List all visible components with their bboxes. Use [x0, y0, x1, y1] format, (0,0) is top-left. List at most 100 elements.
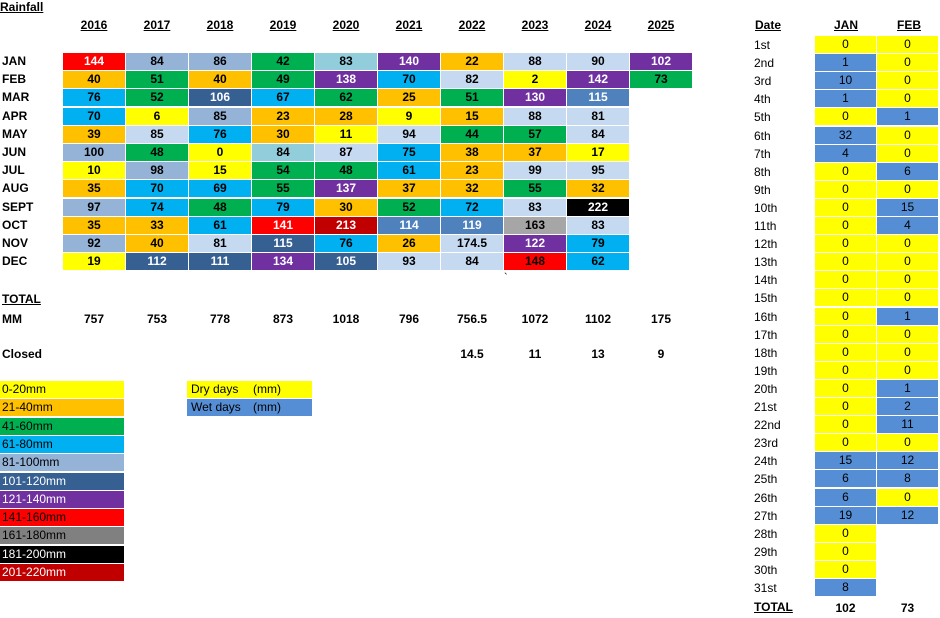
- rainfall-cell: 122: [504, 235, 566, 252]
- day-label: 19th: [754, 363, 778, 378]
- day-label: 20th: [754, 381, 778, 396]
- legend-item: 101-120mm: [0, 472, 124, 490]
- feb-day-value: 12: [877, 506, 938, 524]
- rainfall-cell: 119: [441, 216, 503, 234]
- feb-day-value: 0: [877, 253, 938, 271]
- jan-day-value: 0: [815, 307, 876, 325]
- closed-label: Closed: [2, 347, 43, 361]
- rainfall-cell: 37: [378, 180, 440, 198]
- jan-day-value: 10: [815, 72, 876, 90]
- rainfall-cell: 39: [63, 125, 125, 143]
- month-label: APR: [2, 108, 28, 123]
- rainfall-cell: 42: [252, 53, 314, 70]
- rainfall-cell: 57: [504, 125, 566, 143]
- rainfall-cell: 67: [252, 89, 314, 107]
- rainfall-cell: 130: [504, 89, 566, 107]
- legend-item: 81-100mm: [0, 454, 124, 472]
- day-label: 15th: [754, 291, 778, 306]
- date-header: Date: [755, 18, 782, 32]
- month-label: JAN: [2, 54, 27, 68]
- rainfall-cell: 106: [189, 89, 251, 107]
- feb-day-value: 15: [877, 198, 938, 216]
- rainfall-cell: 144: [63, 53, 125, 70]
- rainfall-cell: 40: [63, 71, 125, 89]
- legend-day-unit: (mm): [253, 382, 281, 396]
- year-header: 2020: [332, 18, 360, 32]
- rainfall-cell: 72: [441, 198, 503, 216]
- feb-day-value: 4: [877, 217, 938, 234]
- day-label: 28th: [754, 526, 778, 541]
- day-label: 22nd: [754, 418, 781, 433]
- year-header: 2017: [143, 18, 171, 32]
- rainfall-cell: 142: [567, 71, 629, 89]
- rainfall-cell: 148: [504, 253, 566, 271]
- rainfall-cell: 26: [378, 235, 440, 252]
- rainfall-cell: 140: [378, 53, 440, 70]
- rainfall-cell: 32: [441, 180, 503, 198]
- legend-day-type: Dry days (mm): [187, 381, 312, 398]
- rainfall-cell: 93: [378, 253, 440, 271]
- month-label: AUG: [2, 181, 29, 196]
- jan-day-value: 0: [815, 217, 876, 234]
- rainfall-cell: 95: [567, 162, 629, 180]
- rainfall-cell: 61: [189, 216, 251, 234]
- year-header: 2025: [647, 18, 675, 32]
- rainfall-cell: 94: [378, 125, 440, 143]
- day-label: 1st: [754, 38, 771, 52]
- rainfall-cell: 70: [63, 107, 125, 125]
- rainfall-cell: 35: [63, 180, 125, 198]
- month-label: DEC: [2, 254, 28, 269]
- feb-day-value: 6: [877, 162, 938, 180]
- legend-item: 201-220mm: [0, 564, 124, 581]
- day-label: 8th: [754, 164, 771, 179]
- legend-day-type: Wet days (mm): [187, 399, 312, 416]
- year-total: 175: [650, 312, 672, 326]
- jan-day-value: 0: [815, 180, 876, 198]
- rainfall-cell: 98: [126, 162, 188, 180]
- rainfall-cell: 86: [189, 53, 251, 70]
- rainfall-cell: 84: [252, 144, 314, 161]
- rainfall-cell: 32: [567, 180, 629, 198]
- rainfall-cell: 81: [189, 235, 251, 252]
- legend-day-label: Wet days: [191, 400, 241, 414]
- jan-day-value: 32: [815, 126, 876, 144]
- rainfall-cell: 88: [504, 107, 566, 125]
- rainfall-cell: 90: [567, 53, 629, 70]
- legend-item: 121-140mm: [0, 490, 124, 508]
- rainfall-cell: 17: [567, 144, 629, 161]
- jan-day-value: 0: [815, 36, 876, 53]
- legend-day-unit: (mm): [253, 400, 281, 414]
- day-label: 4th: [754, 92, 771, 107]
- day-label: 3rd: [754, 74, 772, 89]
- month-label: SEPT: [2, 199, 34, 214]
- jan-day-value: 4: [815, 144, 876, 162]
- rainfall-cell: 37: [504, 144, 566, 161]
- legend-item: 21-40mm: [0, 399, 124, 417]
- year-header: 2016: [80, 18, 108, 32]
- day-label: 16th: [754, 309, 778, 324]
- feb-day-value: 0: [877, 488, 938, 506]
- rainfall-cell: 25: [378, 89, 440, 107]
- rainfall-cell: 163: [504, 216, 566, 234]
- rainfall-cell: 81: [567, 107, 629, 125]
- day-label: 23rd: [754, 436, 779, 451]
- month-label: OCT: [2, 217, 28, 232]
- rainfall-cell: 114: [378, 216, 440, 234]
- rainfall-cell: 10: [63, 162, 125, 180]
- month-label: MAR: [2, 90, 30, 105]
- feb-day-value: 0: [877, 36, 938, 53]
- jan-day-value: 0: [815, 162, 876, 180]
- rainfall-cell: 2: [504, 71, 566, 89]
- legend-item: 61-80mm: [0, 435, 124, 453]
- closed-value: 9: [657, 347, 665, 361]
- rainfall-cell: 52: [378, 198, 440, 216]
- rainfall-cell: 6: [126, 107, 188, 125]
- closed-value: 11: [528, 347, 542, 361]
- rainfall-cell: 40: [189, 71, 251, 89]
- month-label: JUL: [2, 163, 25, 178]
- year-header: 2021: [395, 18, 423, 32]
- jan-header: JAN: [834, 18, 859, 32]
- jan-day-value: 0: [815, 235, 876, 253]
- feb-day-value: 1: [877, 108, 938, 126]
- feb-day-value: 1: [877, 379, 938, 397]
